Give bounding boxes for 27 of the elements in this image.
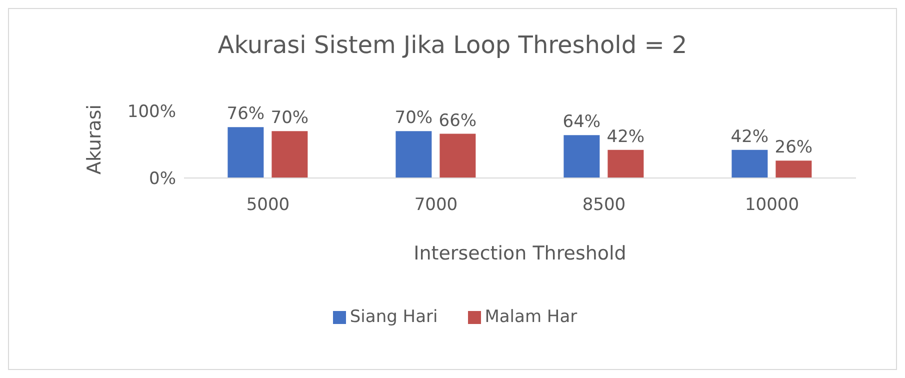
x-tick-label: 7000 bbox=[414, 195, 458, 216]
chart-title: Akurasi Sistem Jika Loop Threshold = 2 bbox=[216, 31, 688, 59]
data-label: 70% bbox=[270, 108, 309, 128]
x-tick-label: 8500 bbox=[582, 195, 626, 216]
data-label: 42% bbox=[606, 126, 645, 147]
bar bbox=[272, 131, 308, 178]
data-label: 66% bbox=[438, 110, 477, 131]
data-label: 26% bbox=[774, 138, 813, 158]
data-label: 76% bbox=[226, 104, 265, 124]
bar bbox=[732, 150, 768, 178]
bar bbox=[440, 134, 476, 178]
legend-label: Malam Har bbox=[484, 307, 578, 327]
bar bbox=[776, 160, 812, 178]
y-tick-label: 0% bbox=[149, 169, 176, 190]
bar bbox=[228, 127, 264, 178]
bar bbox=[608, 150, 644, 178]
bar bbox=[396, 131, 432, 178]
y-tick-label: 100% bbox=[127, 102, 176, 122]
x-tick-label: 5000 bbox=[246, 195, 290, 216]
y-axis-title: Akurasi bbox=[84, 104, 106, 174]
bar bbox=[564, 135, 600, 178]
data-label: 42% bbox=[730, 126, 769, 147]
data-label: 64% bbox=[562, 112, 601, 132]
x-axis-title: Intersection Threshold bbox=[414, 242, 626, 264]
x-tick-label: 10000 bbox=[744, 195, 800, 216]
data-label: 70% bbox=[394, 108, 433, 128]
legend-label: Siang Hari bbox=[350, 307, 438, 327]
